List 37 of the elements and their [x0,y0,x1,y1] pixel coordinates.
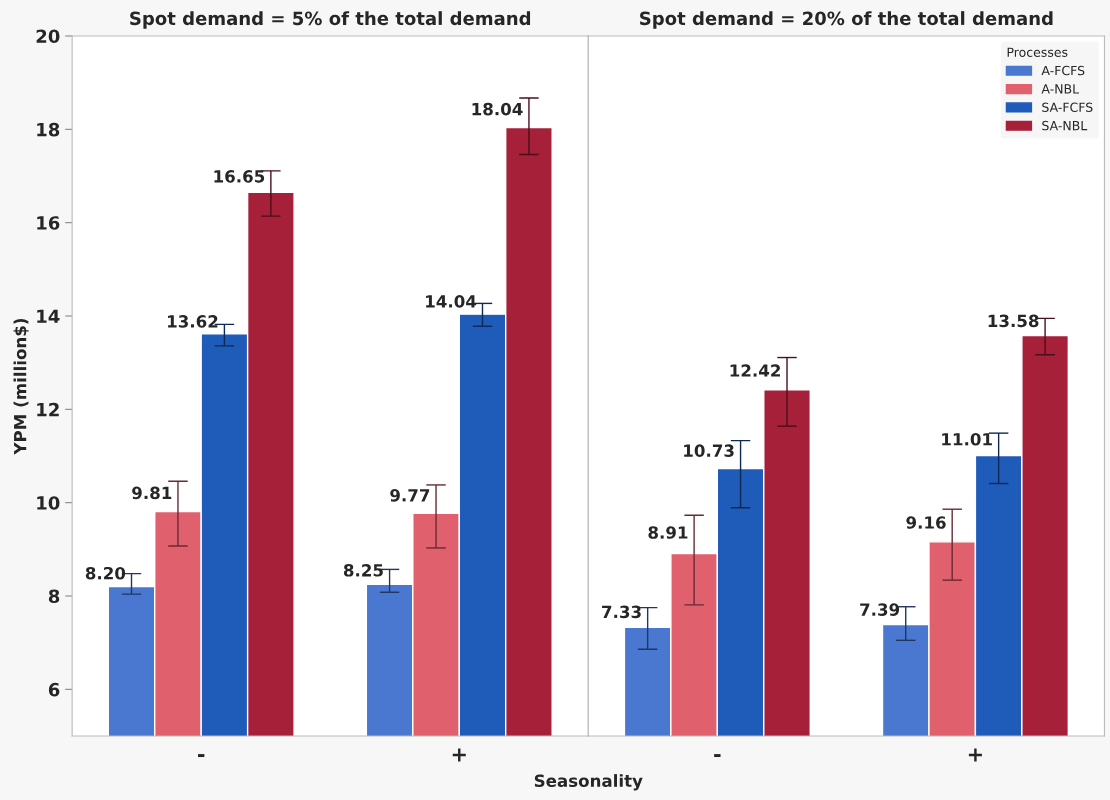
data-label: 9.77 [390,489,430,502]
y-tick-label: 8 [48,589,60,604]
legend-label: SA-FCFS [1042,102,1093,112]
y-axis-title: YPM (million$) [13,318,29,455]
legend-label: SA-NBL [1042,120,1088,131]
data-label: 11.01 [942,432,992,446]
data-label: 7.33 [602,605,641,619]
x-tick-label: + [452,748,466,762]
chart-title: Spot demand = 20% of the total demand [640,11,1053,29]
data-label: 16.65 [214,170,265,183]
y-tick-label: 6 [48,682,60,697]
legend-label: A-FCFS [1041,65,1085,76]
data-label: 13.62 [168,315,218,328]
data-label: 14.04 [426,295,477,308]
data-label: 9.16 [906,516,946,529]
data-label: 8.20 [85,566,126,580]
y-tick-label: 10 [37,496,60,510]
x-tick-label: - [197,754,205,758]
data-label: 8.25 [343,564,383,577]
data-label: 18.04 [472,102,523,116]
data-label: 10.73 [684,444,734,457]
y-tick-label: 14 [37,309,60,323]
x-tick-label: - [714,754,721,758]
y-tick-label: 20 [36,29,60,44]
data-label: 9.81 [132,486,172,500]
y-tick-label: 12 [37,402,59,417]
legend-title: Processes [1007,47,1068,57]
data-label: 8.91 [648,526,688,539]
data-label: 13.58 [988,314,1039,328]
chart-title: Spot demand = 5% of the total demand [130,11,531,29]
y-tick-label: 16 [37,216,60,230]
data-label: 12.42 [730,364,780,377]
legend-label: A-NBL [1041,84,1080,94]
x-tick-label: + [968,748,982,762]
y-tick-label: 18 [37,122,60,137]
data-label: 7.39 [860,603,900,616]
x-axis-title: Seasonality [534,774,643,791]
